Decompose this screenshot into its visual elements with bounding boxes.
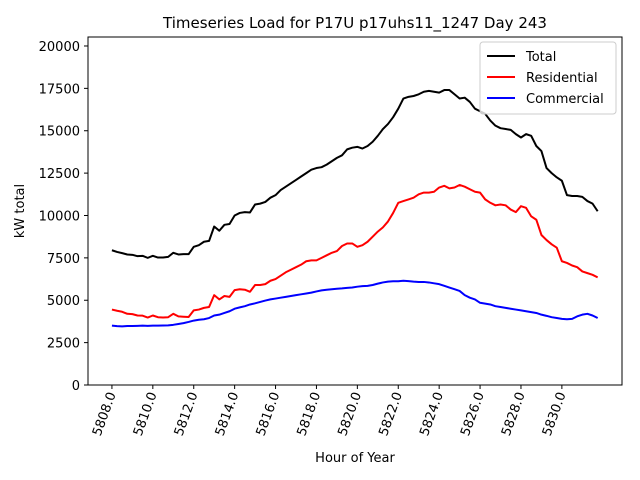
y-tick-label: 2500: [47, 337, 80, 352]
y-tick-label: 7500: [47, 252, 80, 267]
axes-frame: [87, 36, 623, 386]
series-line-residential: [111, 183, 599, 319]
series-line-total: [111, 89, 599, 259]
x-axis-label: Hour of Year: [315, 451, 395, 466]
y-tick-label: 5000: [47, 294, 80, 309]
y-axis-label: kW total: [13, 184, 28, 238]
series-line-commercial: [111, 279, 599, 328]
y-tick-label: 15000: [39, 125, 80, 140]
series-layer: [111, 89, 599, 328]
legend-box: [479, 41, 617, 115]
y-tick-label: 10000: [39, 209, 80, 224]
y-tick-label: 17500: [39, 82, 80, 97]
y-tick-label: 0: [72, 379, 80, 394]
y-tick-label: 20000: [39, 40, 80, 55]
y-tick-label: 12500: [39, 167, 80, 182]
legend-label-commercial: Commercial: [526, 92, 604, 107]
legend-label-total: Total: [525, 50, 556, 65]
y-axis: 0 2500 5000 7500 10000 12500 15000 17500 20000: [39, 40, 88, 394]
chart-title: Timeseries Load for P17U p17uhs11_1247 D…: [162, 14, 547, 33]
legend: Total Residential Commercial: [479, 41, 617, 115]
legend-label-residential: Residential: [526, 71, 598, 86]
